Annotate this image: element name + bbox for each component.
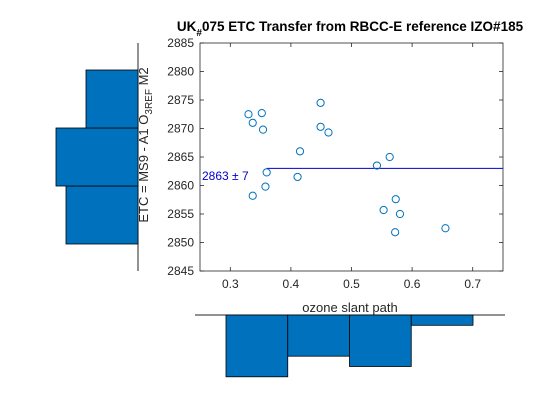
data-point xyxy=(324,128,333,137)
y-tick-label: 2870 xyxy=(167,122,194,136)
y-tick-label: 2860 xyxy=(167,179,194,193)
y-tick-label: 2885 xyxy=(167,36,194,50)
x-tick-label: 0.4 xyxy=(283,277,300,291)
data-point xyxy=(316,122,325,131)
x-tick-label: 0.7 xyxy=(464,277,481,291)
data-point xyxy=(261,182,270,191)
y-tick-label: 2855 xyxy=(167,207,194,221)
y-hist-bar xyxy=(65,185,139,245)
data-point xyxy=(385,152,394,162)
x-hist-bar xyxy=(349,314,412,367)
x-tick-label: 0.3 xyxy=(222,277,239,291)
data-point xyxy=(316,98,325,107)
y-axis-label-main: ETC = MS9 - A1 O xyxy=(136,115,151,223)
x-hist-bar xyxy=(410,314,474,326)
data-point xyxy=(395,209,405,219)
y-axis-label-rest: M2 xyxy=(136,67,151,89)
data-point xyxy=(248,118,257,127)
y-axis-label: ETC = MS9 - A1 O3REF M2 xyxy=(136,67,155,222)
chart-title-subscript: # xyxy=(196,28,202,39)
y-axis-label-subscript: 3REF xyxy=(144,89,155,115)
data-point xyxy=(391,195,400,204)
x-marginal-histogram xyxy=(195,314,505,378)
y-tick-label: 2845 xyxy=(167,264,194,278)
y-hist-bar xyxy=(85,69,139,129)
x-hist-bar xyxy=(225,314,289,378)
data-point xyxy=(293,172,302,182)
y-tick-label: 2875 xyxy=(167,93,194,107)
x-tick-label: 0.6 xyxy=(404,277,421,291)
y-tick-label: 2850 xyxy=(167,236,194,250)
data-point xyxy=(258,125,268,134)
data-point xyxy=(379,205,388,215)
data-point xyxy=(372,161,382,170)
plot-area xyxy=(199,42,504,272)
chart-title-rest: 075 ETC Transfer from RBCC-E reference I… xyxy=(202,19,524,34)
x-axis-label: ozone slant path xyxy=(302,300,397,315)
y-hist-bar xyxy=(55,127,139,187)
scatter-axes: 2845 2850 2855 2860 2865 2870 2875 2880 2885 0.3 0… xyxy=(167,36,504,291)
data-point xyxy=(257,109,266,118)
x-tick-label: 0.5 xyxy=(343,277,360,291)
data-point xyxy=(262,168,271,177)
fit-annotation: 2863 ± 7 xyxy=(202,169,249,183)
data-point xyxy=(391,228,400,237)
chart-title-main: UK xyxy=(177,19,197,34)
data-point xyxy=(244,110,253,119)
y-tick-label: 2880 xyxy=(167,65,194,79)
chart-title: UK#075 ETC Transfer from RBCC-E referenc… xyxy=(177,19,524,39)
data-point xyxy=(248,191,257,200)
data-point xyxy=(295,147,305,156)
data-point xyxy=(441,224,450,233)
y-tick-label: 2865 xyxy=(167,150,194,164)
y-marginal-histogram xyxy=(55,43,139,271)
x-hist-bar xyxy=(287,314,350,357)
